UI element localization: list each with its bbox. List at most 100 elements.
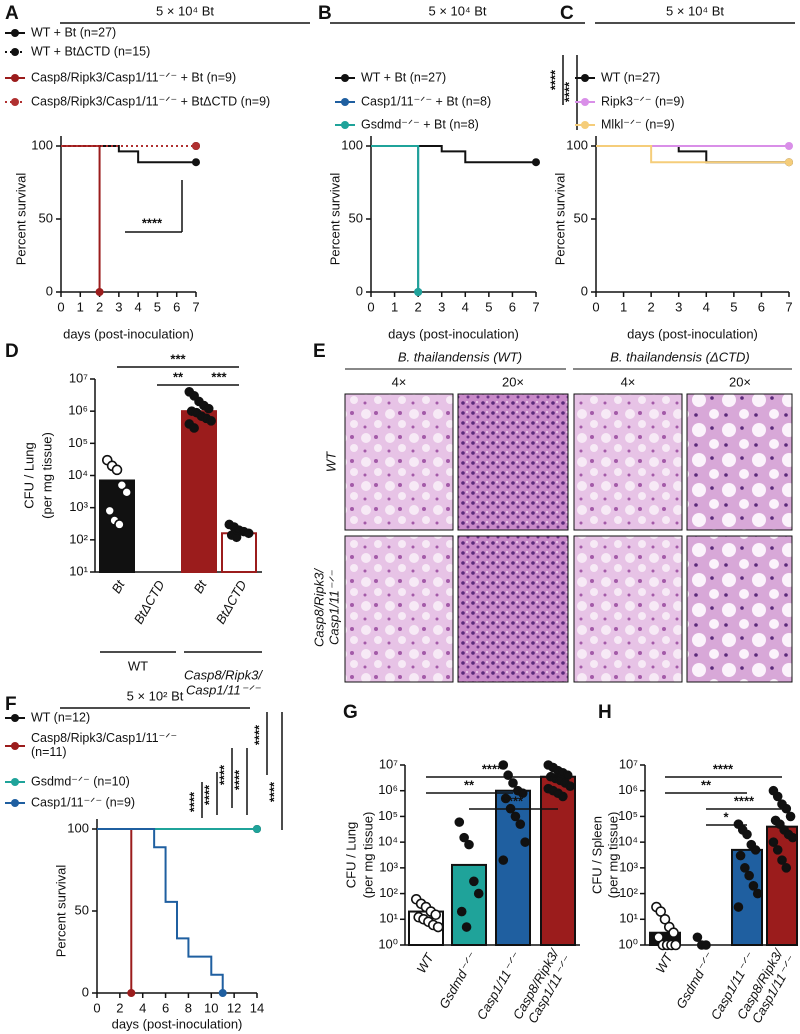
data-point: [461, 922, 472, 932]
significance-label: **: [464, 777, 475, 792]
significance-label: *: [723, 809, 729, 824]
data-point: [777, 855, 787, 865]
y-tick-label: 10⁷: [619, 756, 638, 771]
survival-line: [596, 145, 789, 164]
magnification: 20×: [502, 374, 524, 389]
histology-image: [573, 393, 683, 531]
x-tick-label: 4: [139, 1000, 146, 1015]
panel-label: B: [318, 3, 332, 24]
data-point: [558, 791, 568, 802]
y-tick-label: 10⁶: [68, 403, 88, 418]
survival-line: [596, 145, 789, 164]
data-point: [772, 845, 783, 855]
data-point: [503, 770, 513, 781]
y-tick-label: 10¹: [69, 563, 88, 578]
x-tick-label: 12: [227, 1000, 241, 1015]
survival-line: [61, 145, 196, 164]
legend-marker: [581, 74, 589, 82]
significance-label: ***: [211, 369, 227, 384]
legend-label: Casp8/Ripk3/Casp1/11⁻ᐟ⁻ + Bt (n=9): [31, 70, 236, 84]
y-tick-label: 50: [75, 902, 89, 917]
data-point: [189, 423, 199, 433]
x-axis-label: days (post-inoculation): [627, 326, 758, 341]
y-tick-label: 10²: [379, 885, 398, 900]
y-tick-label: 50: [574, 210, 588, 225]
data-point: [748, 881, 759, 891]
data-point: [464, 839, 474, 850]
survival-line: [97, 828, 224, 993]
x-tick-label: 14: [250, 1000, 264, 1015]
legend-label: Mlkl⁻ᐟ⁻ (n=9): [601, 117, 675, 131]
x-tick-label: 10: [204, 1000, 218, 1015]
data-point: [653, 931, 664, 943]
x-axis-label: days (post-inoculation): [112, 1016, 243, 1031]
data-point: [498, 760, 509, 770]
y-axis-label: (per mg tissue): [360, 812, 375, 899]
legend-marker: [581, 121, 589, 129]
data-point: [735, 850, 746, 861]
y-axis-label: CFU / Lung: [21, 442, 36, 508]
significance-label: ****: [251, 724, 266, 745]
data-point: [668, 927, 679, 939]
x-tick-label: 7: [785, 299, 792, 314]
panel-label: F: [5, 694, 17, 715]
legend-label: Gsdmd⁻ᐟ⁻ + Bt (n=8): [361, 117, 479, 131]
data-point: [772, 791, 783, 802]
end-point: [785, 142, 793, 150]
legend-marker: [11, 98, 19, 106]
histology-title: B. thailandensis (WT): [398, 349, 522, 364]
x-tick-label: Gsdmd⁻ᐟ⁻: [673, 950, 717, 1011]
x-tick-label: 5: [154, 299, 161, 314]
y-tick-label: 100: [31, 137, 53, 152]
y-tick-label: 0: [356, 283, 363, 298]
significance-label: ****: [201, 784, 216, 805]
legend-label: Casp1/11⁻ᐟ⁻ (n=9): [31, 795, 135, 809]
significance-label: ****: [503, 793, 524, 808]
y-axis-label: Percent survival: [327, 173, 342, 266]
legend-marker: [11, 714, 19, 722]
y-tick-label: 10³: [69, 499, 88, 514]
x-tick-label: Bt: [190, 577, 210, 596]
x-tick-label: 7: [192, 299, 199, 314]
y-tick-label: 10³: [619, 859, 638, 874]
survival-line: [371, 145, 420, 292]
y-tick-label: 10⁴: [618, 834, 638, 849]
data-point: [517, 788, 528, 799]
legend-marker: [341, 121, 349, 129]
x-tick-label: 2: [648, 299, 655, 314]
x-tick-label: 6: [758, 299, 765, 314]
x-tick-label: WT: [413, 950, 437, 976]
end-point: [253, 825, 261, 833]
y-axis-label: (per mg tissue): [39, 432, 54, 519]
data-point: [562, 770, 573, 781]
histology-panel: B. thailandensis (WT) B. thailandensis (…: [312, 349, 793, 683]
data-point: [111, 464, 123, 476]
y-tick-label: 10⁷: [69, 370, 88, 385]
data-point: [742, 829, 752, 840]
x-tick-label: 3: [438, 299, 445, 314]
y-axis-label: CFU / Spleen: [589, 816, 604, 894]
panel-label: G: [343, 702, 358, 723]
data-point: [515, 819, 526, 829]
x-axis-label: days (post-inoculation): [388, 326, 519, 341]
data-point: [787, 832, 798, 843]
legend-marker: [341, 98, 349, 106]
data-point: [785, 811, 796, 822]
x-tick-label: 2: [415, 299, 422, 314]
y-axis-label: Percent survival: [552, 173, 567, 266]
x-tick-label: WT: [652, 950, 676, 976]
x-tick-label: 1: [391, 299, 398, 314]
x-tick-label: 1: [620, 299, 627, 314]
x-tick-label: 4: [703, 299, 710, 314]
y-tick-label: 10⁰: [378, 936, 398, 951]
panel-label: A: [5, 3, 19, 24]
end-point: [414, 288, 423, 296]
significance-label: ***: [170, 351, 186, 366]
end-point: [532, 158, 540, 167]
data-point: [744, 870, 754, 881]
legend-label: WT + BtΔCTD (n=15): [31, 44, 150, 58]
legend-marker: [11, 29, 19, 37]
bar: [451, 863, 487, 947]
y-tick-label: 100: [67, 820, 89, 835]
significance-label: ****: [216, 764, 231, 785]
